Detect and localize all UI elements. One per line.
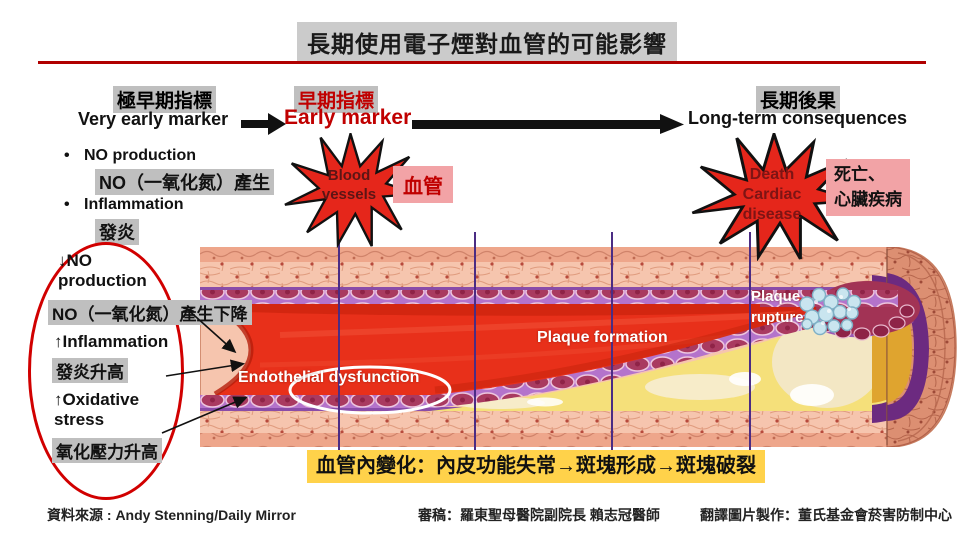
- bullet-inflammation-zh: 發炎: [95, 219, 139, 245]
- bullet-dot-icon: •: [64, 196, 70, 213]
- long-term-en: Long-term consequences: [688, 108, 908, 128]
- effect-arrows: [161, 307, 248, 434]
- effects-oval: [28, 242, 184, 500]
- blood-vessels-line1: Blood: [327, 167, 371, 184]
- footer-credit: 翻譯圖片製作：董氏基金會菸害防制中心: [700, 507, 952, 523]
- blood-vessels-line2: vessels: [321, 185, 377, 203]
- blood-vessels-tag: 血管: [393, 166, 453, 203]
- bullet-inflammation: • Inflammation: [64, 196, 184, 214]
- vessel-change-banner: 血管內變化：內皮功能失常→斑塊形成→斑塊破裂: [307, 450, 765, 483]
- death-tag-line1: 死亡、: [834, 165, 885, 184]
- death-tag: 死亡、 心臟疾病: [826, 159, 910, 217]
- bullet-no-production: • NO production: [64, 147, 196, 165]
- bullet-inflammation-label: Inflammation: [84, 196, 184, 213]
- blood-vessels-starburst: [284, 133, 418, 248]
- phase-divider-2: [474, 232, 476, 450]
- page-title: 長期使用電子煙對血管的可能影響: [297, 22, 677, 62]
- footer-review: 審稿：羅東聖母醫院副院長 賴志冠醫師: [418, 507, 660, 523]
- label-endothelial-dysfunction: Endothelial dysfunction: [238, 369, 420, 386]
- oval-oxidative-zh: 氧化壓力升高: [52, 438, 162, 463]
- very-early-marker-en: Very early marker: [78, 109, 229, 129]
- label-plaque-formation: Plaque formation: [537, 329, 668, 346]
- death-tag-line2: 心臟疾病: [834, 189, 902, 209]
- bullet-no-production-label: NO production: [84, 147, 196, 164]
- title-divider-line: [38, 61, 926, 64]
- footer-source: 資料來源 : Andy Stenning/Daily Mirror: [47, 507, 296, 523]
- death-text: Death Cardiac disease: [722, 165, 822, 225]
- phase-divider-4: [749, 232, 751, 450]
- bullet-dot-icon: •: [64, 147, 70, 164]
- death-line3: disease: [742, 206, 802, 223]
- death-line2: Cardiac: [742, 186, 802, 203]
- oval-inflammation-zh: 發炎升高: [52, 358, 128, 383]
- blood-vessel-illustration: [200, 247, 957, 447]
- right-arrow-icon: [241, 113, 286, 135]
- label-plaque-rupture: Plaque rupture: [751, 288, 804, 326]
- thrombus-cluster: [799, 287, 862, 336]
- long-term-zh: 長期後果: [756, 86, 841, 113]
- bullet-no-production-zh: NO（一氧化氮）產生: [95, 169, 274, 195]
- phase-divider-3: [611, 232, 613, 450]
- early-marker-en: Early marker: [284, 106, 412, 129]
- phase-divider-1: [338, 237, 340, 450]
- oval-inflammation-en: ↑Inflammation: [54, 332, 169, 351]
- blood-vessels-text: Blood vessels: [303, 167, 395, 205]
- oval-no-production-en: ↓NO production: [58, 251, 147, 290]
- early-marker-zh: 早期指標: [294, 86, 379, 113]
- death-line1: Death: [749, 166, 795, 183]
- oval-oxidative-en: ↑Oxidative stress: [54, 390, 140, 429]
- endothelium-highlight-ellipse: [288, 365, 452, 415]
- long-term-arrow-icon: [412, 114, 684, 134]
- very-early-marker-zh: 極早期指標: [113, 86, 217, 113]
